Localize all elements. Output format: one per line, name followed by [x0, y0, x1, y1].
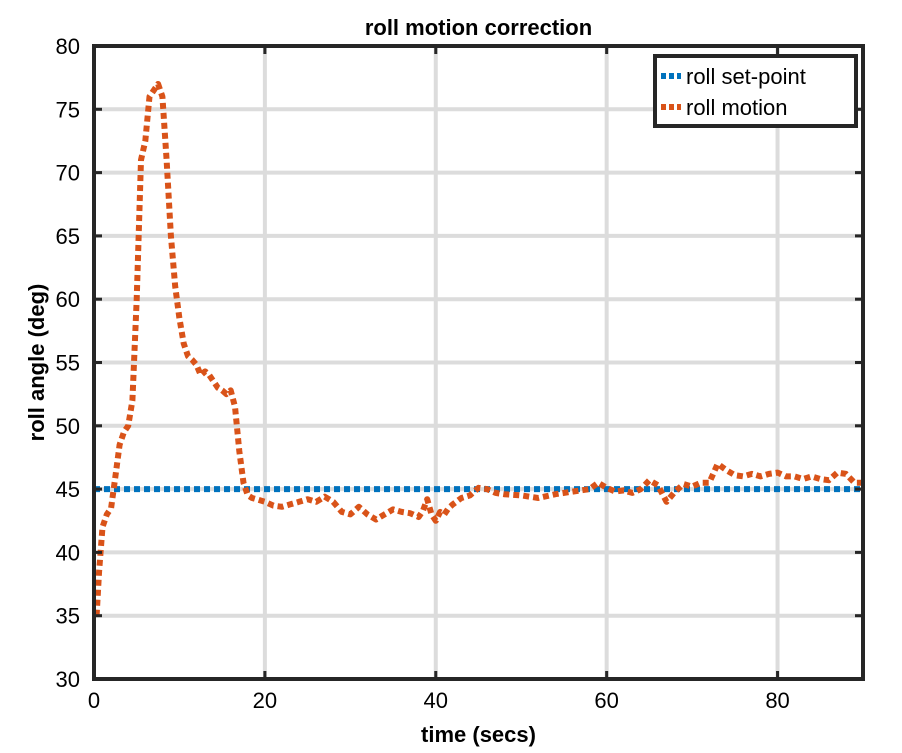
legend: roll set-point roll motion — [653, 54, 858, 128]
tick-marks — [92, 44, 863, 681]
y-tick-label: 45 — [56, 477, 80, 502]
series-1 — [93, 81, 863, 616]
series-layer — [93, 81, 863, 616]
tick-labels: 0 20 40 60 80 30 35 40 45 50 55 60 65 70 75 80 — [56, 34, 790, 713]
x-tick-label: 20 — [253, 688, 277, 713]
y-tick-label: 80 — [56, 34, 80, 59]
y-tick-label: 70 — [56, 161, 80, 186]
y-tick-label: 30 — [56, 667, 80, 692]
x-tick-label: 0 — [88, 688, 100, 713]
y-axis-label: roll angle (deg) — [24, 284, 49, 442]
legend-label: roll set-point — [686, 64, 806, 89]
grid-lines — [94, 46, 863, 679]
chart-title: roll motion correction — [365, 15, 592, 40]
series-line — [93, 81, 863, 616]
y-tick-label: 35 — [56, 604, 80, 629]
x-tick-label: 80 — [765, 688, 789, 713]
x-axis-label: time (secs) — [421, 722, 536, 747]
y-tick-label: 75 — [56, 97, 80, 122]
legend-label: roll motion — [686, 95, 787, 120]
y-tick-label: 50 — [56, 414, 80, 439]
y-tick-label: 60 — [56, 287, 80, 312]
legend-box — [653, 54, 858, 128]
y-tick-label: 55 — [56, 351, 80, 376]
x-tick-label: 40 — [424, 688, 448, 713]
y-tick-label: 40 — [56, 540, 80, 565]
y-tick-label: 65 — [56, 224, 80, 249]
x-tick-label: 60 — [594, 688, 618, 713]
